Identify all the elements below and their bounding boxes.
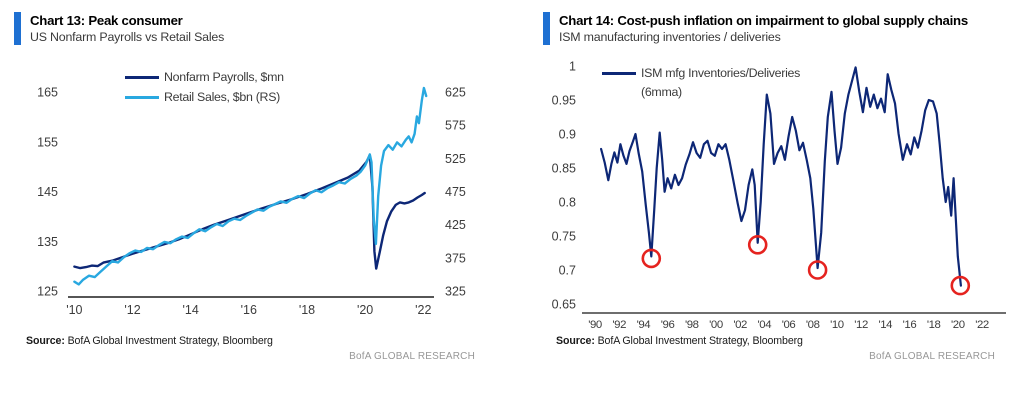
svg-text:'96: '96	[661, 319, 675, 331]
svg-text:'18: '18	[299, 303, 315, 317]
source-line: Source: BofA Global Investment Strategy,…	[26, 335, 505, 347]
svg-text:'92: '92	[612, 319, 626, 331]
source-label: Source:	[556, 335, 595, 348]
chart14-plot-area: 1 0.95 0.9 0.85 0.8 0.75 0.7 0.65 '90 '92 '94 '96 '9…	[530, 51, 1011, 331]
legend-label: Nonfarm Payrolls, $mn	[164, 70, 284, 85]
research-watermark: BofA GLOBAL RESEARCH	[869, 351, 995, 363]
svg-text:325: 325	[445, 285, 466, 299]
chart13-plot-area: 165 155 145 135 125 625 575 525 475 425 375 325 '10 '…	[0, 51, 505, 331]
source-line: Source: BofA Global Investment Strategy,…	[556, 335, 1011, 347]
svg-text:'10: '10	[830, 319, 844, 331]
svg-text:0.95: 0.95	[552, 94, 576, 108]
lightblue-line-swatch-icon	[125, 95, 159, 99]
chart14-panel: Chart 14: Cost-push inflation on impairm…	[530, 12, 1011, 401]
svg-text:375: 375	[445, 252, 466, 266]
svg-text:'14: '14	[183, 303, 199, 317]
svg-text:0.7: 0.7	[559, 264, 576, 278]
svg-text:'04: '04	[758, 319, 772, 331]
legend-label: (6mma)	[641, 85, 682, 100]
svg-text:'14: '14	[878, 319, 892, 331]
chart-subtitle: ISM manufacturing inventories / deliveri…	[559, 30, 781, 45]
svg-text:'16: '16	[903, 319, 917, 331]
navy-line-swatch-icon	[125, 75, 159, 79]
svg-text:0.75: 0.75	[552, 230, 576, 244]
chart14-plot: 1 0.95 0.9 0.85 0.8 0.75 0.7 0.65 '90 '92 '94 '96 '9…	[552, 60, 1006, 331]
svg-text:'20: '20	[357, 303, 373, 317]
svg-text:125: 125	[37, 285, 58, 299]
legend-item: (6mma)	[641, 83, 800, 101]
svg-text:'06: '06	[782, 319, 796, 331]
legend-label: ISM mfg Inventories/Deliveries	[641, 66, 801, 81]
svg-text:475: 475	[445, 185, 466, 199]
svg-text:575: 575	[445, 119, 466, 133]
chart13-header: Chart 13: Peak consumer US Nonfarm Payro…	[14, 12, 505, 46]
legend-item: Retail Sales, $bn (RS)	[125, 87, 284, 107]
svg-text:145: 145	[37, 185, 58, 199]
svg-text:'08: '08	[806, 319, 820, 331]
svg-text:625: 625	[445, 86, 466, 100]
svg-text:'94: '94	[637, 319, 651, 331]
chart-subtitle: US Nonfarm Payrolls vs Retail Sales	[30, 30, 225, 45]
legend-label: Retail Sales, $bn (RS)	[164, 90, 280, 105]
svg-text:'10: '10	[66, 303, 82, 317]
legend-item: Nonfarm Payrolls, $mn	[125, 67, 284, 87]
svg-text:'12: '12	[124, 303, 140, 317]
research-watermark: BofA GLOBAL RESEARCH	[349, 351, 475, 363]
accent-bar	[543, 12, 550, 46]
source-text: BofA Global Investment Strategy, Bloombe…	[67, 335, 273, 348]
source-label: Source:	[26, 335, 65, 348]
chart14-legend: ISM mfg Inventories/Deliveries (6mma)	[602, 63, 800, 101]
svg-text:'02: '02	[733, 319, 747, 331]
chart-title: Chart 14: Cost-push inflation on impairm…	[559, 13, 968, 28]
svg-text:165: 165	[37, 86, 58, 100]
svg-text:'20: '20	[951, 319, 965, 331]
svg-text:'22: '22	[415, 303, 431, 317]
svg-text:0.9: 0.9	[559, 128, 576, 142]
chart13-panel: Chart 13: Peak consumer US Nonfarm Payro…	[0, 12, 505, 401]
legend-item: ISM mfg Inventories/Deliveries	[602, 63, 800, 83]
svg-text:425: 425	[445, 218, 466, 232]
svg-text:'00: '00	[709, 319, 723, 331]
svg-text:0.85: 0.85	[552, 162, 576, 176]
accent-bar	[14, 12, 21, 46]
svg-text:'22: '22	[975, 319, 989, 331]
chart14-header: Chart 14: Cost-push inflation on impairm…	[543, 12, 1011, 46]
svg-text:'98: '98	[685, 319, 699, 331]
svg-text:'90: '90	[588, 319, 602, 331]
svg-text:155: 155	[37, 136, 58, 150]
source-text: BofA Global Investment Strategy, Bloombe…	[597, 335, 803, 348]
svg-text:0.8: 0.8	[559, 196, 576, 210]
svg-text:0.65: 0.65	[552, 298, 576, 312]
chart13-legend: Nonfarm Payrolls, $mn Retail Sales, $bn …	[125, 67, 284, 107]
chart13-plot: 165 155 145 135 125 625 575 525 475 425 375 325 '10 '…	[37, 86, 466, 318]
navy-line-swatch-icon	[602, 71, 636, 75]
chart-title: Chart 13: Peak consumer	[30, 13, 183, 28]
svg-text:135: 135	[37, 235, 58, 249]
svg-text:525: 525	[445, 152, 466, 166]
svg-text:'18: '18	[927, 319, 941, 331]
svg-text:'12: '12	[854, 319, 868, 331]
svg-text:'16: '16	[241, 303, 257, 317]
svg-text:1: 1	[569, 60, 576, 74]
